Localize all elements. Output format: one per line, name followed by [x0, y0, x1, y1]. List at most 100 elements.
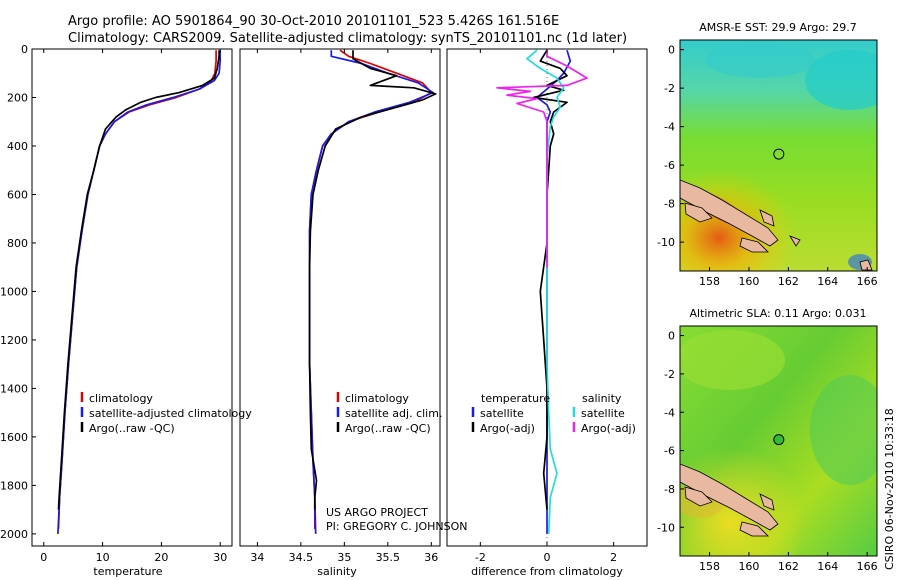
- lon-tick-label: 164: [817, 560, 838, 573]
- island-shape: [759, 493, 775, 511]
- sst-cool-patch: [705, 42, 815, 78]
- lat-tick-label: -2: [664, 368, 675, 381]
- island-shape: [789, 235, 801, 247]
- series-line-climatology: [308, 49, 433, 529]
- lat-tick-label: -6: [664, 445, 675, 458]
- sst-argo-float-marker: [773, 148, 785, 160]
- legend-label: climatology: [89, 392, 153, 405]
- difference-legend: temperature satellite Argo(-adj) salinity sa…: [471, 392, 636, 435]
- x-tick-label: 34: [250, 551, 264, 564]
- temperature-lines: [57, 50, 222, 534]
- sst-map-frame: [679, 39, 878, 272]
- island-shape: [739, 237, 769, 253]
- sla-map-panel: Altimetric SLA: 0.11 Argo: 0.031 158 160 1…: [657, 307, 878, 573]
- sla-map-frame: [679, 325, 878, 557]
- y-tick-label: 400: [7, 140, 28, 153]
- island-shape: [859, 259, 873, 271]
- legend-label: satellite adj. clim.: [345, 407, 442, 420]
- legend-label: climatology: [345, 392, 409, 405]
- x-tick-label: 35: [337, 551, 351, 564]
- difference-panel: -2 0 2 difference from climatology tempera…: [446, 48, 648, 578]
- legend-label: Argo(-adj): [480, 422, 535, 435]
- legend-label: Argo(-adj): [581, 422, 636, 435]
- lat-tick-label: -4: [664, 406, 675, 419]
- temperature-panel: 0 10 20 30 0 200 400 600 800 1000 1200 1400 1600 180…: [0, 43, 252, 578]
- csiro-timestamp: CSIRO 06-Nov-2010 10:33:18: [883, 408, 896, 570]
- legend-label: satellite-adjusted climatology: [89, 407, 252, 420]
- temperature-x-ticks: 0 10 20 30: [40, 49, 227, 564]
- island-shape: [759, 209, 775, 227]
- salinity-axes-frame: [239, 48, 441, 547]
- island-shape: [739, 521, 769, 537]
- series-line-climatology: [57, 50, 217, 530]
- y-tick-label: 1600: [0, 431, 28, 444]
- legend-heading: temperature: [481, 392, 550, 405]
- lat-tick-label: -2: [664, 82, 675, 95]
- sst-cool-patch: [805, 50, 877, 110]
- x-tick-label: 35.5: [376, 551, 401, 564]
- x-tick-label: 0: [544, 551, 551, 564]
- temperature-x-label: temperature: [93, 565, 162, 578]
- x-tick-label: 34.5: [289, 551, 314, 564]
- series-line-argo-raw-qc-: [308, 50, 437, 510]
- temperature-axes-frame: [31, 48, 233, 547]
- sst-islands: [680, 179, 873, 271]
- salinity-x-ticks: 34 34.5 35 35.5 36: [250, 49, 438, 564]
- y-tick-label: 800: [7, 237, 28, 250]
- lat-tick-label: 0: [668, 44, 675, 57]
- series-line-temperature-argo-adj-: [532, 49, 568, 510]
- lon-tick-label: 166: [857, 275, 878, 288]
- lat-tick-label: -8: [664, 198, 675, 211]
- x-tick-label: 30: [213, 551, 227, 564]
- lat-tick-label: -8: [664, 483, 675, 496]
- y-tick-label: 1400: [0, 382, 28, 395]
- x-tick-label: 20: [154, 551, 168, 564]
- lon-tick-label: 158: [699, 560, 720, 573]
- salinity-lines: [308, 49, 437, 534]
- lon-tick-label: 160: [738, 560, 759, 573]
- y-tick-label: 1000: [0, 285, 28, 298]
- salinity-x-label: salinity: [317, 565, 357, 578]
- salinity-panel: 34 34.5 35 35.5 36 salinity climatology satel…: [239, 48, 467, 578]
- depth-y-ticks: 0 200 400 600 800 1000 1200 1400 1600 1800 2000: [0, 43, 36, 541]
- lat-tick-label: -10: [657, 236, 675, 249]
- lat-tick-label: 0: [668, 330, 675, 343]
- y-tick-label: 1800: [0, 479, 28, 492]
- x-tick-label: 36: [424, 551, 438, 564]
- legend-label: Argo(..raw -QC): [89, 422, 175, 435]
- difference-x-ticks: -2 0 2: [475, 49, 617, 564]
- series-line-salinity-argo-adj-: [496, 50, 588, 268]
- lon-tick-label: 158: [699, 275, 720, 288]
- y-tick-label: 1200: [0, 334, 28, 347]
- y-tick-label: 200: [7, 91, 28, 104]
- temperature-legend: climatology satellite-adjusted climatolog…: [80, 392, 252, 435]
- sla-patch: [810, 375, 877, 485]
- sla-lon-ticks: 158 160 162 164 166: [699, 552, 878, 573]
- sla-argo-float-marker: [773, 434, 785, 446]
- lat-tick-label: -6: [664, 159, 675, 172]
- y-tick-label: 2000: [0, 528, 28, 541]
- legend-label: satellite: [480, 407, 524, 420]
- lon-tick-label: 160: [738, 275, 759, 288]
- legend-label: Argo(..raw -QC): [345, 422, 431, 435]
- sla-islands: [680, 463, 779, 537]
- credit-project: US ARGO PROJECT: [326, 506, 428, 519]
- x-tick-label: -2: [475, 551, 486, 564]
- difference-lines: [496, 49, 588, 534]
- sla-patch: [680, 330, 785, 390]
- island-shape: [684, 486, 713, 507]
- sla-map-title: Altimetric SLA: 0.11 Argo: 0.031: [689, 307, 866, 320]
- y-tick-label: 600: [7, 188, 28, 201]
- lon-tick-label: 162: [778, 275, 799, 288]
- series-line-satellite-adj-clim-: [308, 50, 434, 534]
- credit-pi: PI: GREGORY C. JOHNSON: [326, 520, 467, 533]
- sst-map-title: AMSR-E SST: 29.9 Argo: 29.7: [699, 21, 857, 34]
- lat-tick-label: -10: [657, 521, 675, 534]
- figure-title-line1: Argo profile: AO 5901864_90 30-Oct-2010 …: [68, 14, 559, 29]
- series-line-satellite-adjusted-climatology: [57, 50, 222, 534]
- x-tick-label: 0: [40, 551, 47, 564]
- sst-lon-ticks: 158 160 162 164 166: [699, 267, 878, 288]
- lon-tick-label: 164: [817, 275, 838, 288]
- salinity-legend: climatology satellite adj. clim. Argo(..ra…: [336, 392, 442, 435]
